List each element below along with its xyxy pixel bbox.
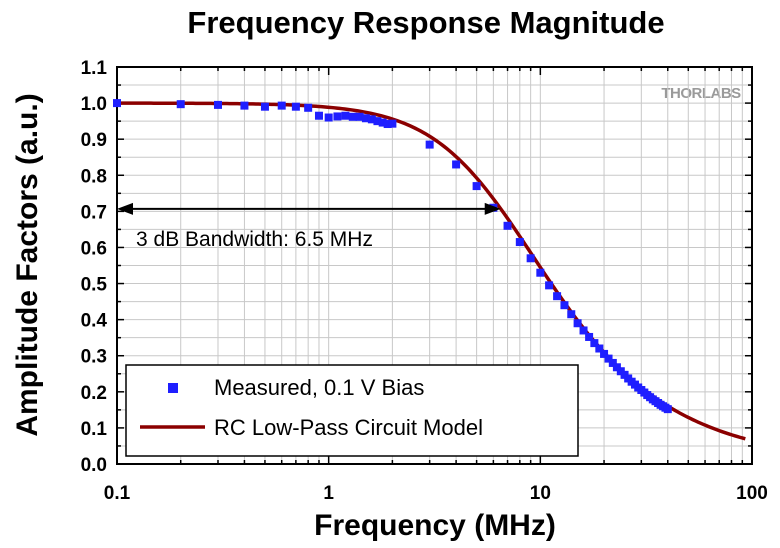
data-point — [604, 354, 613, 363]
y-tick-label: 1.1 — [81, 58, 108, 79]
x-tick-label: 100 — [736, 483, 768, 504]
data-point — [545, 281, 554, 290]
data-point — [341, 111, 350, 120]
y-tick-label: 1.0 — [81, 94, 107, 115]
data-point — [608, 358, 617, 367]
data-point — [595, 344, 604, 353]
data-point — [383, 120, 392, 129]
data-point — [373, 117, 382, 126]
data-point — [573, 319, 582, 328]
data-point — [515, 238, 524, 247]
data-point — [503, 221, 512, 230]
data-point — [291, 102, 300, 111]
data-point — [579, 326, 588, 335]
y-tick-label: 0.9 — [81, 130, 107, 151]
legend-label-model: RC Low-Pass Circuit Model — [214, 415, 483, 440]
bandwidth-annotation-text: 3 dB Bandwidth: 6.5 MHz — [136, 228, 373, 251]
data-point — [355, 112, 364, 121]
data-point — [277, 101, 286, 110]
data-point — [560, 301, 569, 310]
y-tick-label: 0.3 — [81, 347, 107, 368]
legend-marker-measured — [168, 383, 178, 393]
data-point — [553, 292, 562, 301]
data-point — [585, 332, 594, 341]
data-point — [590, 339, 599, 348]
data-point — [260, 102, 269, 111]
data-point — [663, 405, 672, 414]
legend: Measured, 0.1 V Bias RC Low-Pass Circuit… — [125, 364, 579, 457]
data-point — [567, 310, 576, 319]
data-point — [333, 112, 342, 121]
data-point — [425, 140, 434, 149]
data-point — [113, 99, 121, 108]
x-axis-title: Frequency (MHz) — [314, 509, 556, 542]
data-point — [388, 119, 397, 128]
data-point — [536, 268, 545, 277]
data-point — [361, 114, 370, 123]
x-tick-label: 0.1 — [104, 483, 131, 504]
data-point — [324, 113, 333, 122]
legend-label-measured: Measured, 0.1 V Bias — [214, 375, 424, 400]
thorlabs-logo: THORLABS — [661, 85, 741, 102]
y-tick-label: 0.1 — [81, 419, 108, 440]
data-point — [600, 349, 609, 358]
data-point — [472, 182, 481, 191]
data-point — [378, 118, 387, 127]
x-tick-label: 1 — [323, 483, 334, 504]
bandwidth-annotation: 3 dB Bandwidth: 6.5 MHz — [117, 202, 501, 251]
data-point — [452, 160, 461, 169]
y-tick-label: 0.7 — [81, 202, 107, 223]
data-point — [213, 100, 222, 109]
bandwidth-arrow-right-head — [484, 202, 501, 215]
y-tick-label: 0.8 — [81, 166, 107, 187]
x-tick-labels: 0.1 1 10 100 — [104, 483, 768, 504]
x-tick-label: 10 — [530, 483, 551, 504]
y-tick-labels: 0.0 0.1 0.2 0.3 0.4 0.5 0.6 0.7 0.8 0.9 1.0 1.1 — [81, 58, 108, 476]
data-point — [367, 115, 376, 124]
y-tick-label: 0.6 — [81, 238, 107, 259]
data-point — [314, 111, 323, 120]
bandwidth-arrow-left-head — [117, 202, 133, 215]
chart-title: Frequency Response Magnitude — [187, 5, 664, 40]
data-point — [304, 103, 313, 112]
series-markers-measured — [113, 99, 672, 414]
data-point — [240, 101, 249, 110]
legend-box — [125, 364, 579, 457]
data-point — [348, 112, 357, 121]
data-point — [526, 254, 535, 263]
y-tick-label: 0.0 — [81, 455, 107, 476]
y-tick-label: 0.5 — [81, 275, 108, 296]
data-point — [176, 100, 185, 109]
y-tick-label: 0.2 — [81, 383, 107, 404]
y-tick-label: 0.4 — [81, 311, 108, 332]
y-axis-title: Amplitude Factors (a.u.) — [11, 93, 44, 436]
